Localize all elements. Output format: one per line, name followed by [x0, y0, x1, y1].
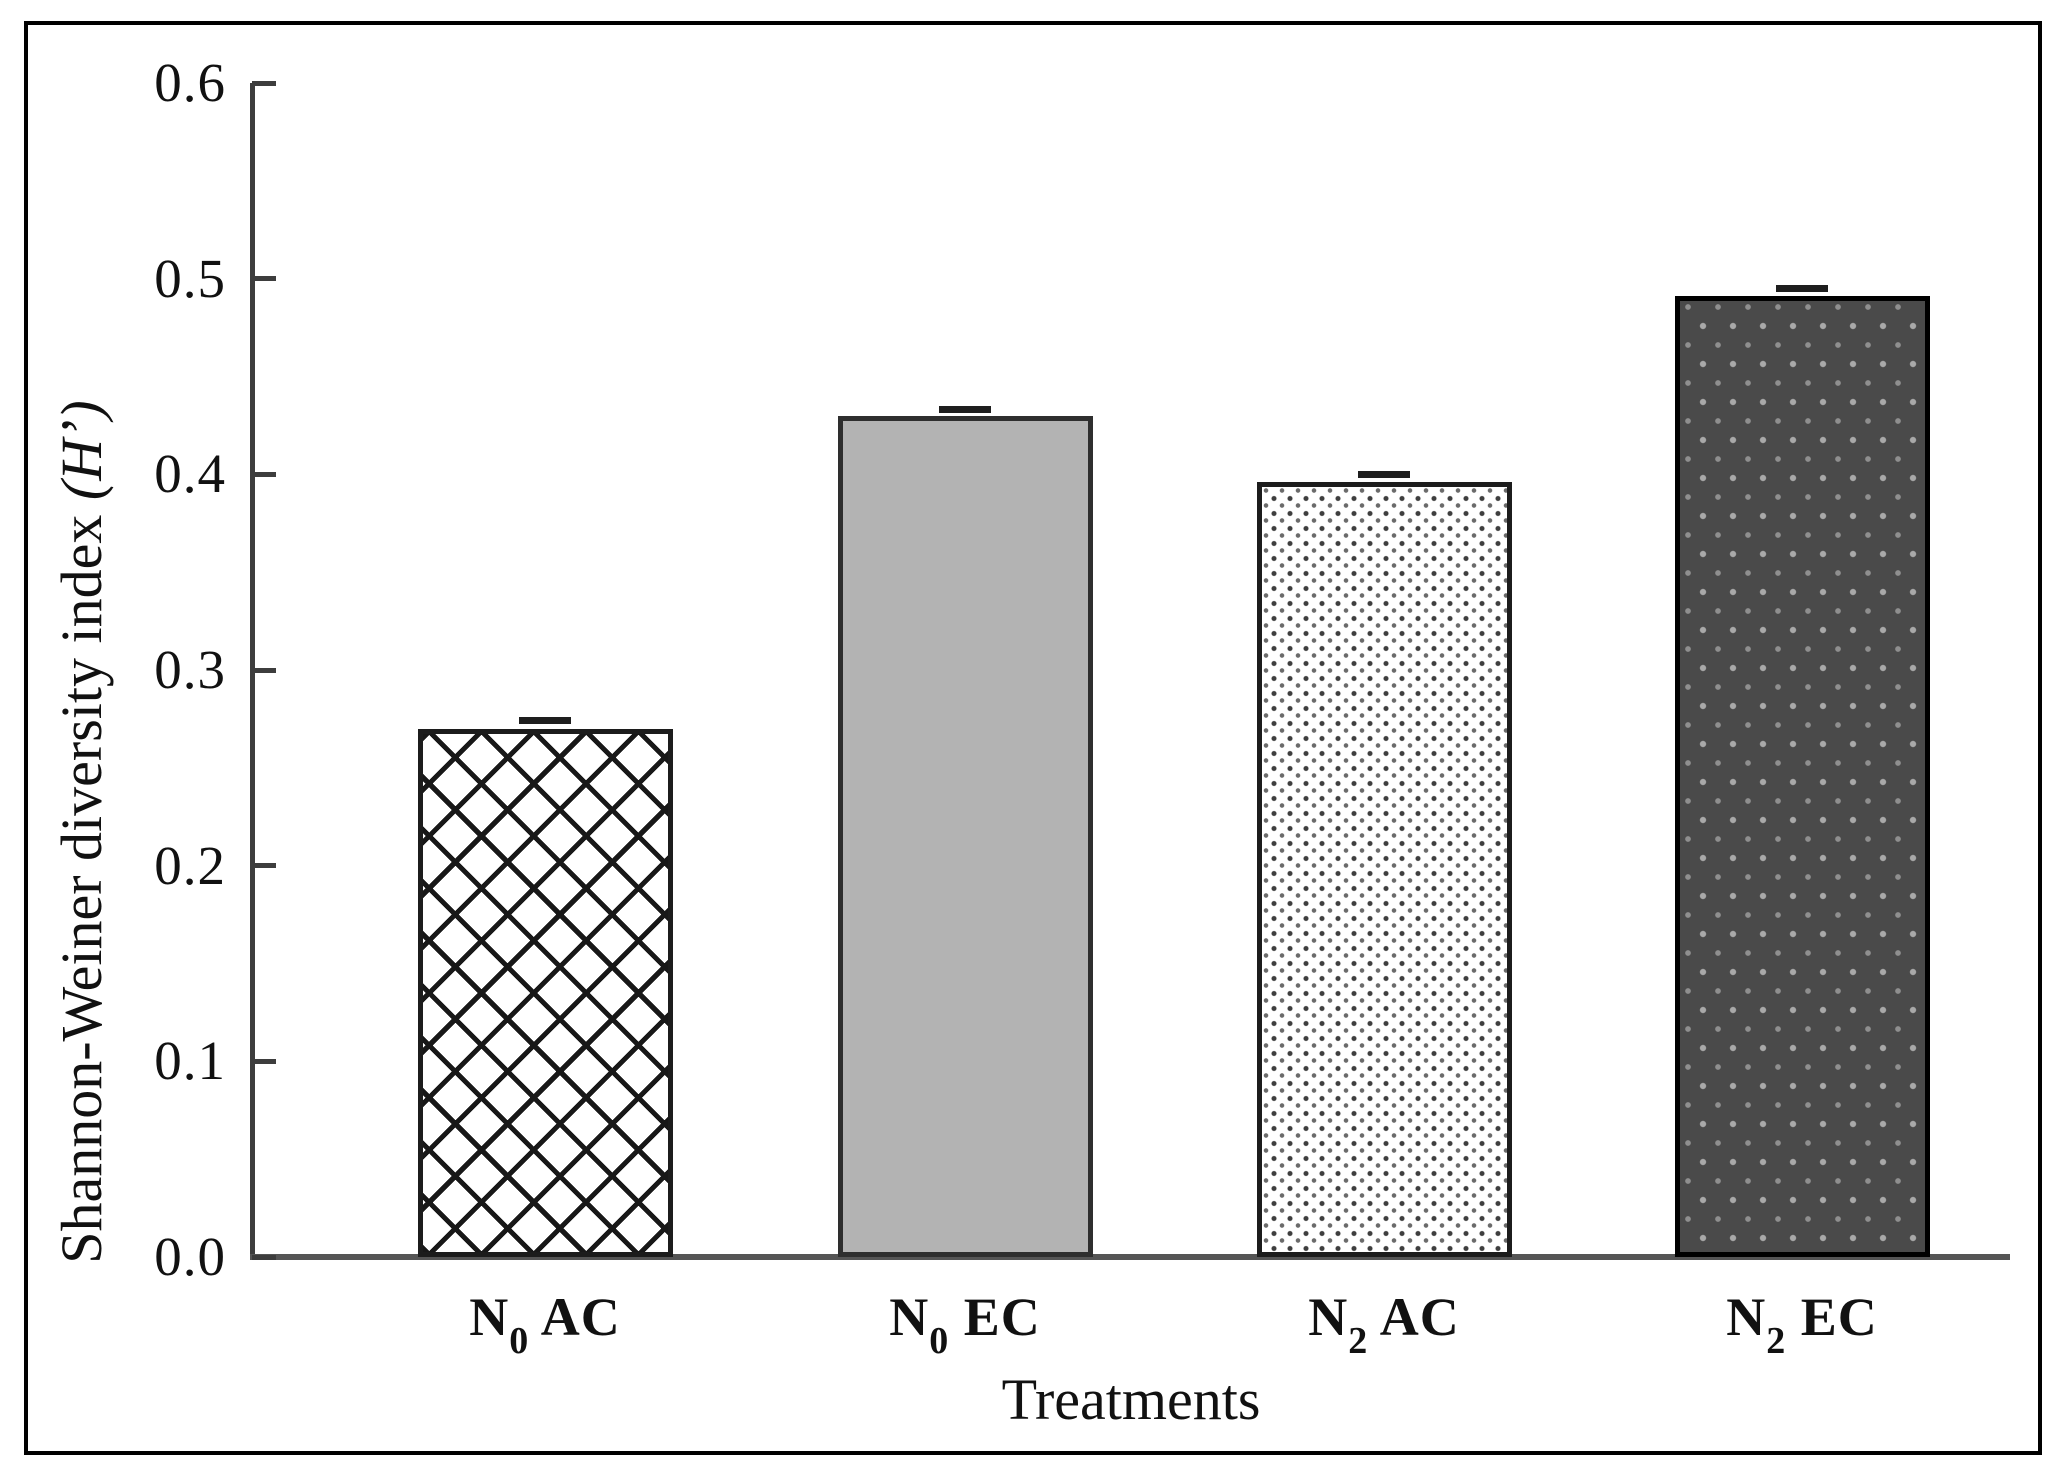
bar-n0-ec: [837, 415, 1093, 1257]
y-tick-0.3: [252, 667, 276, 673]
category-label-n2-ac: N2 AC: [1308, 1287, 1460, 1362]
x-axis-title: Treatments: [1001, 1367, 1261, 1432]
y-tick-0.2: [252, 863, 276, 869]
y-tick-label-0.0: 0.0: [154, 1226, 226, 1287]
y-tick-label-0.6: 0.6: [154, 52, 226, 113]
error-cap-n0-ec: [939, 406, 991, 414]
category-label-n0-ec: N0 EC: [889, 1287, 1041, 1362]
error-cap-n2-ac: [1358, 470, 1410, 478]
y-tick-0.5: [252, 276, 276, 282]
bar-n2-ac: [1256, 482, 1512, 1257]
y-tick-label-0.2: 0.2: [154, 834, 226, 896]
bar-n0-ac: [417, 728, 673, 1257]
y-tick-label-0.5: 0.5: [154, 247, 226, 309]
y-tick-label-0.4: 0.4: [154, 443, 226, 505]
error-cap-n2-ec: [1776, 284, 1828, 292]
y-tick-0.0: [252, 1254, 276, 1260]
y-tick-label-0.1: 0.1: [154, 1030, 226, 1092]
y-tick-0.6: [252, 80, 276, 86]
y-tick-0.1: [252, 1058, 276, 1064]
bar-n2-ec: [1674, 296, 1930, 1257]
category-label-n2-ec: N2 EC: [1726, 1287, 1878, 1362]
error-cap-n0-ac: [519, 717, 571, 725]
x-axis-line: [250, 1254, 2010, 1260]
category-label-n0-ac: N0 AC: [469, 1287, 621, 1362]
y-tick-0.4: [252, 471, 276, 477]
y-tick-label-0.3: 0.3: [154, 639, 226, 700]
